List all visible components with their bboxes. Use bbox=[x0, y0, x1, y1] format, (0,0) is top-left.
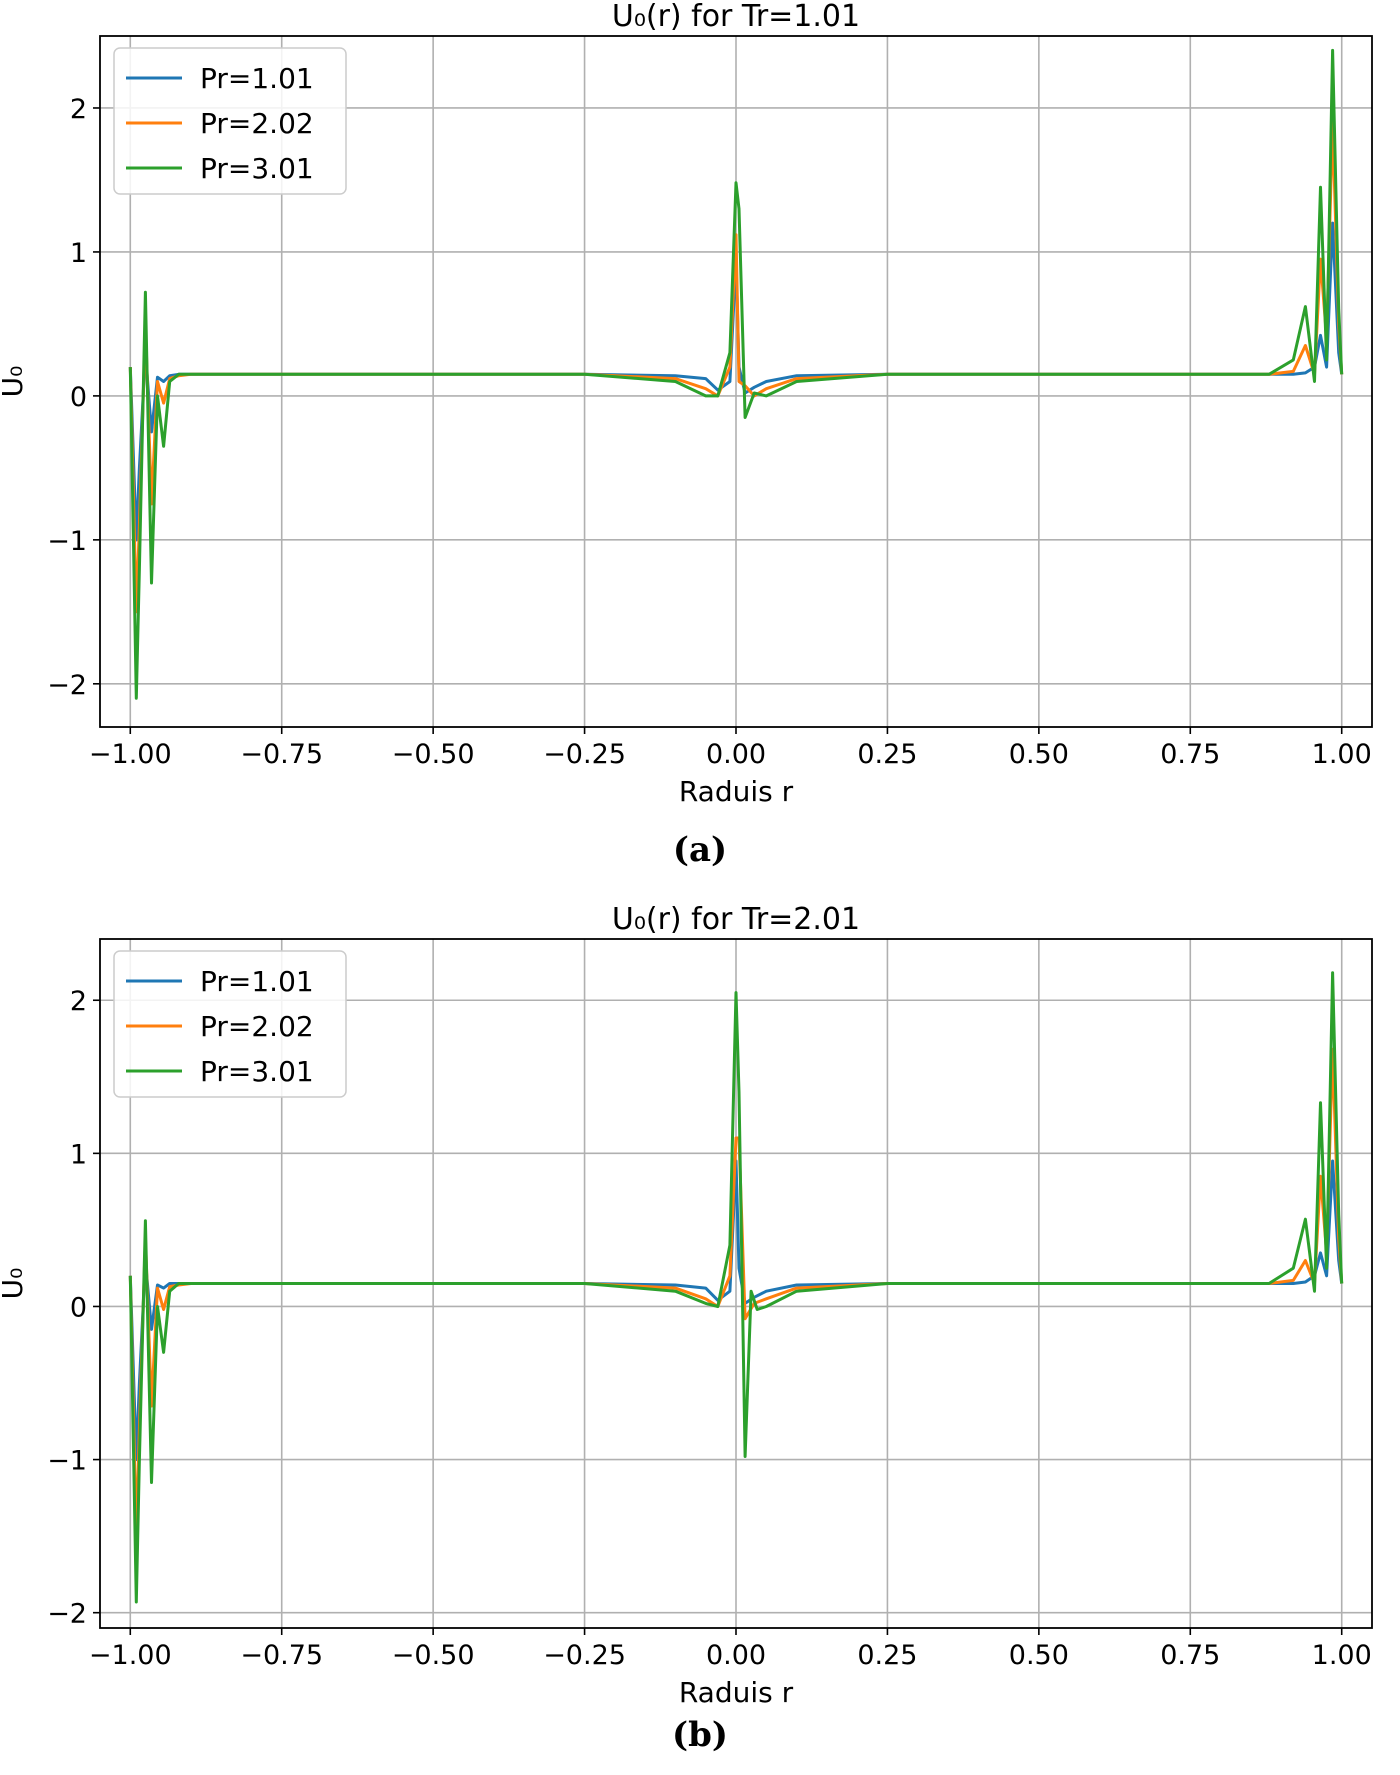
legend-label-pr-1: Pr=1.01 bbox=[200, 965, 314, 998]
chart-title: U₀(r) for Tr=1.01 bbox=[612, 0, 860, 34]
chart-title: U₀(r) for Tr=2.01 bbox=[612, 902, 860, 937]
x-tick-label: 0.75 bbox=[1160, 739, 1220, 770]
x-tick-label: 1.00 bbox=[1312, 739, 1372, 770]
x-tick-label: −0.50 bbox=[392, 1640, 475, 1671]
legend: Pr=1.01 Pr=2.02 Pr=3.01 bbox=[113, 950, 347, 1098]
y-tick-label: 2 bbox=[70, 986, 87, 1017]
x-axis-label: Raduis r bbox=[679, 1676, 794, 1709]
chart-b-svg: −1.00 −0.75 −0.50 −0.25 0.00 0.25 0.50 0.75 1.00… bbox=[0, 902, 1373, 1709]
plot-frame bbox=[99, 938, 1373, 1629]
series-line-pr-3 bbox=[128, 48, 1344, 700]
legend-box bbox=[113, 950, 347, 1098]
x-tick-label: 1.00 bbox=[1312, 1640, 1372, 1671]
y-tick-label: −1 bbox=[47, 1446, 87, 1477]
series-line-pr-3 bbox=[128, 971, 1344, 1604]
x-tick-label: −1.00 bbox=[89, 739, 172, 770]
chart-a: −1.00 −0.75 −0.50 −0.25 0.00 0.25 0.50 0.75 1.00… bbox=[0, 0, 1400, 887]
y-tick-label: 2 bbox=[70, 94, 87, 125]
legend: Pr=1.01 Pr=2.02 Pr=3.01 bbox=[113, 47, 347, 195]
y-tick-label: −1 bbox=[47, 526, 87, 557]
caption-a: (a) bbox=[672, 830, 728, 870]
legend-label-pr-3: Pr=3.01 bbox=[200, 152, 314, 185]
series-line-pr-1 bbox=[128, 1159, 1344, 1462]
y-tick-label: 0 bbox=[70, 382, 87, 413]
x-tick-label: 0.25 bbox=[857, 1640, 917, 1671]
x-tick-label: −0.75 bbox=[240, 1640, 323, 1671]
legend-box bbox=[113, 47, 347, 195]
x-tick-label: 0.75 bbox=[1160, 1640, 1220, 1671]
x-tick-label: 0.00 bbox=[706, 1640, 766, 1671]
y-axis-label: U₀ bbox=[0, 1268, 29, 1300]
x-tick-label: −1.00 bbox=[89, 1640, 172, 1671]
legend-label-pr-3: Pr=3.01 bbox=[200, 1055, 314, 1088]
series-line-pr-2 bbox=[128, 1047, 1344, 1538]
x-tick-label: 0.00 bbox=[706, 739, 766, 770]
x-tick-label: −0.75 bbox=[240, 739, 323, 770]
x-tick-label: −0.25 bbox=[543, 739, 626, 770]
x-axis-label: Raduis r bbox=[679, 775, 794, 808]
chart-a-svg: −1.00 −0.75 −0.50 −0.25 0.00 0.25 0.50 0.75 1.00… bbox=[0, 0, 1373, 808]
plot-frame bbox=[99, 35, 1373, 728]
y-tick-label: 1 bbox=[70, 238, 87, 269]
y-tick-label: −2 bbox=[47, 670, 87, 701]
series-line-pr-2 bbox=[128, 120, 1344, 614]
y-axis-label: U₀ bbox=[0, 366, 29, 398]
legend-label-pr-2: Pr=2.02 bbox=[200, 107, 314, 140]
legend-label-pr-1: Pr=1.01 bbox=[200, 62, 314, 95]
caption-b: (b) bbox=[672, 1715, 728, 1755]
legend-label-pr-2: Pr=2.02 bbox=[200, 1010, 314, 1043]
x-tick-label: 0.25 bbox=[857, 739, 917, 770]
x-tick-label: 0.50 bbox=[1009, 1640, 1069, 1671]
y-tick-label: 0 bbox=[70, 1292, 87, 1323]
x-tick-label: 0.50 bbox=[1009, 739, 1069, 770]
x-tick-label: −0.50 bbox=[392, 739, 475, 770]
x-tick-label: −0.25 bbox=[543, 1640, 626, 1671]
y-tick-label: −2 bbox=[47, 1599, 87, 1630]
chart-b: −1.00 −0.75 −0.50 −0.25 0.00 0.25 0.50 0.75 1.00… bbox=[0, 887, 1400, 1775]
y-tick-label: 1 bbox=[70, 1139, 87, 1170]
